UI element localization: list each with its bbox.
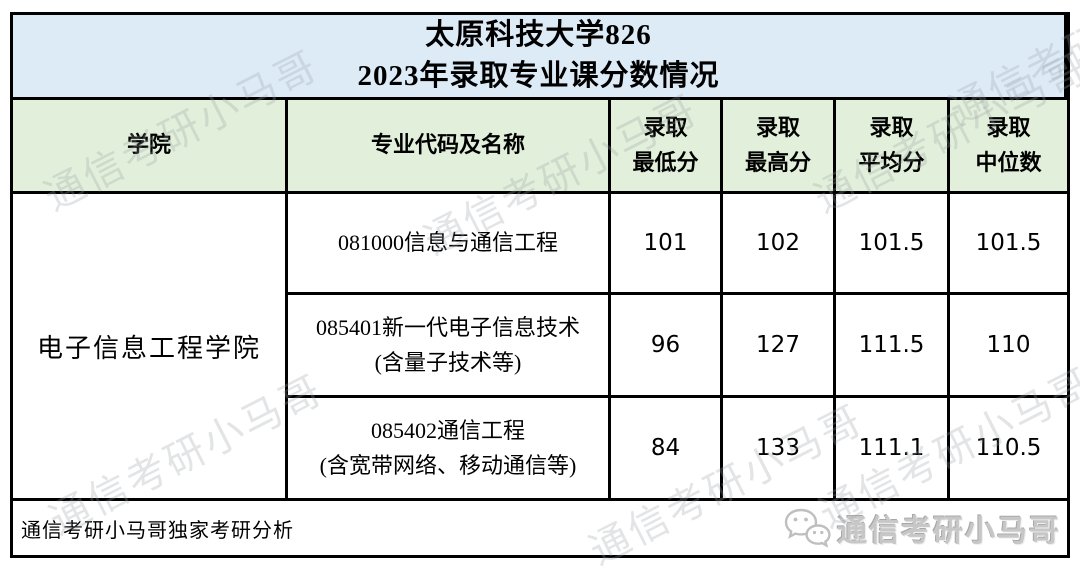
- header-min-score: 录取 最低分: [611, 100, 723, 194]
- table-row-max: 127: [723, 295, 836, 398]
- table-row-min: 84: [611, 398, 723, 501]
- table-row-max: 133: [723, 398, 836, 501]
- table-row-major: 081000信息与通信工程: [288, 194, 611, 295]
- header-max-score: 录取 最高分: [723, 100, 836, 194]
- table-title: 太原科技大学826 2023年录取专业课分数情况: [13, 15, 1067, 100]
- table-row-major: 085401新一代电子信息技术 (含量子技术等): [288, 295, 611, 398]
- table-row-median: 110.5: [950, 398, 1067, 501]
- table-row-major: 085402通信工程 (含宽带网络、移动通信等): [288, 398, 611, 501]
- title-line1: 太原科技大学826: [425, 19, 652, 51]
- footer: 通信考研小马哥独家考研分析 通信考研小马哥: [13, 501, 1067, 555]
- header-avg-score: 录取 平均分: [836, 100, 950, 194]
- title-line2: 2023年录取专业课分数情况: [357, 60, 720, 92]
- footer-note: 通信考研小马哥独家考研分析: [21, 519, 294, 542]
- table-row-avg: 111.1: [836, 398, 950, 501]
- table-row-max: 102: [723, 194, 836, 295]
- brand-name: 通信考研小马哥: [837, 515, 1061, 548]
- table-row-min: 101: [611, 194, 723, 295]
- header-median-score: 录取 中位数: [950, 100, 1067, 194]
- header-major: 专业代码及名称: [288, 100, 611, 194]
- table-row-avg: 101.5: [836, 194, 950, 295]
- table-row-min: 96: [611, 295, 723, 398]
- header-college: 学院: [13, 100, 288, 194]
- table-row-median: 101.5: [950, 194, 1067, 295]
- college-name: 电子信息工程学院: [13, 194, 288, 501]
- table-row-median: 110: [950, 295, 1067, 398]
- score-table: 太原科技大学826 2023年录取专业课分数情况 学院 专业代码及名称 录取 最…: [10, 12, 1070, 558]
- wechat-icon: [784, 508, 831, 548]
- brand-logo: 通信考研小马哥: [783, 506, 1061, 550]
- table-row-avg: 111.5: [836, 295, 950, 398]
